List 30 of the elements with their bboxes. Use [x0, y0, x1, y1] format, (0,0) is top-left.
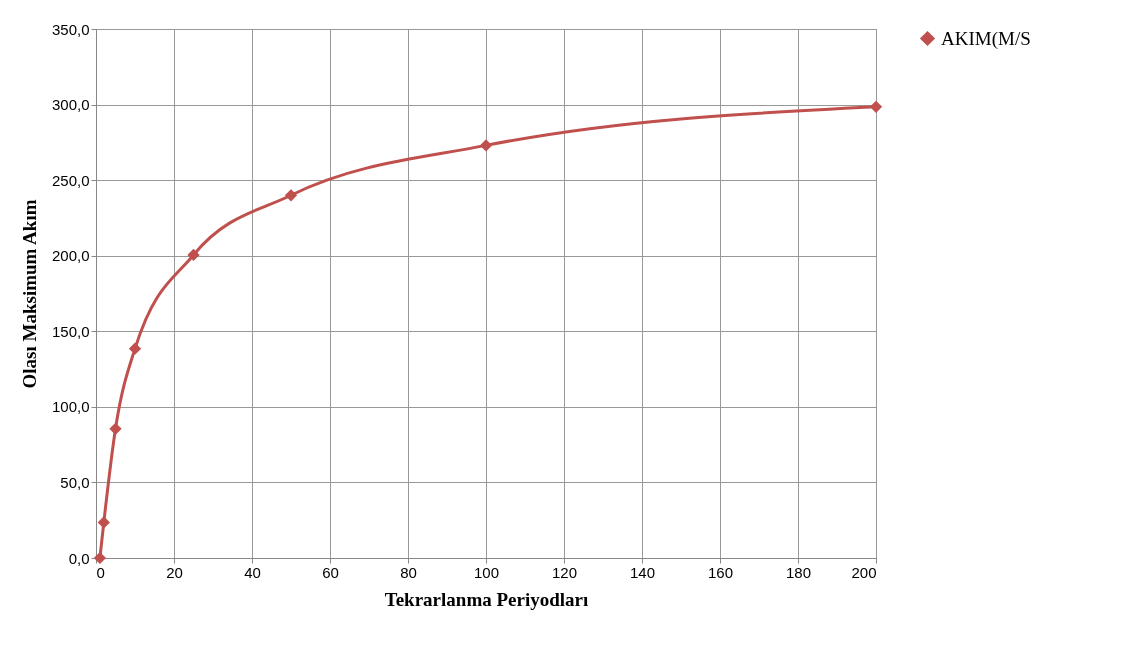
y-tick-label: 0,0: [68, 549, 90, 567]
y-tick-label: 200,0: [51, 247, 90, 265]
x-tick-label: 140: [629, 563, 656, 581]
legend-label: AKIM(M/S: [941, 27, 1031, 50]
point: [97, 516, 110, 529]
point: [93, 551, 107, 565]
point: [284, 189, 298, 202]
x-tick-label: 60: [322, 563, 339, 581]
x-tick-label: 180: [785, 563, 812, 581]
y-tick-label: 150,0: [51, 322, 90, 340]
y-tick-label: 50,0: [60, 473, 90, 491]
x-tick-label: 120: [551, 563, 578, 581]
x-axis-title: Tekrarlanma Periyodları: [384, 588, 589, 610]
y-tick-label: 300,0: [51, 96, 90, 114]
x-tick-label: 100: [473, 563, 500, 581]
y-tick-label: 350,0: [51, 20, 90, 38]
x-tick-label: 80: [400, 563, 417, 581]
point: [187, 248, 200, 262]
y-axis-title: Olası Maksimum Akım: [18, 199, 40, 389]
y-tick-label: 250,0: [51, 171, 90, 189]
point: [479, 139, 493, 152]
x-tick-label: 160: [707, 563, 734, 581]
x-tick-label: 40: [244, 563, 261, 581]
point: [869, 100, 883, 113]
point: [128, 342, 142, 355]
x-tick-label: 20: [166, 563, 183, 581]
y-tick-label: 100,0: [51, 398, 90, 416]
x-tick-label: 0: [96, 563, 105, 581]
x-tick-label: 200: [851, 563, 877, 581]
point: [109, 422, 122, 435]
